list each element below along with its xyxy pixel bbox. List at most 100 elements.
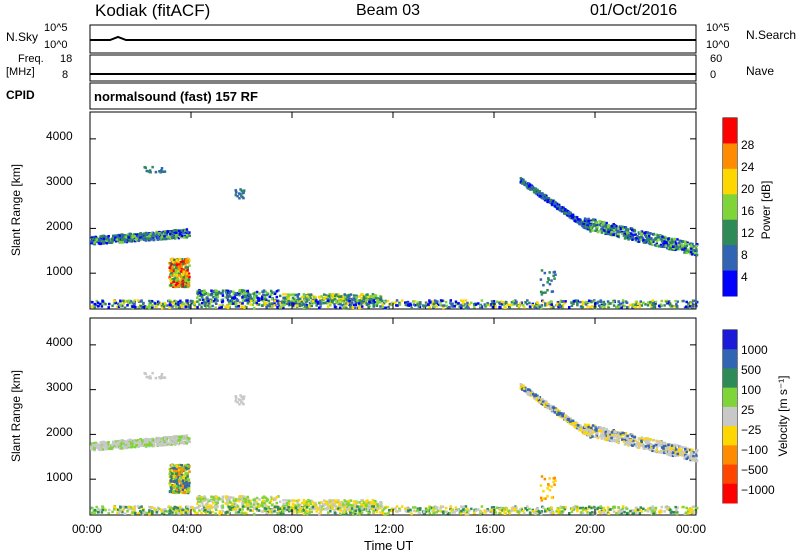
power-echo [220, 292, 224, 295]
power-echo [629, 303, 632, 307]
velocity-echo [201, 497, 205, 501]
power-echo [623, 304, 626, 308]
power-echo [602, 220, 606, 224]
power-echo [648, 240, 651, 244]
power-echo [255, 290, 259, 294]
power-echo [255, 299, 258, 303]
velocity-echo [621, 507, 625, 510]
power-echo [257, 303, 261, 306]
power-echo [319, 305, 322, 308]
velocity-echo [378, 503, 382, 507]
power-echo [649, 237, 653, 240]
power-echo [235, 297, 239, 301]
power-echo [171, 266, 174, 270]
power-echo [113, 299, 116, 302]
power-echo [337, 293, 340, 296]
power-echo [137, 306, 140, 309]
velocity-echo [550, 508, 553, 511]
velocity-echo [305, 502, 308, 505]
power-echo [367, 295, 370, 298]
power-echo [529, 185, 533, 189]
power-echo [649, 232, 652, 235]
power-echo [149, 171, 152, 174]
power-echo [201, 298, 205, 302]
power-echo [670, 304, 674, 308]
power-echo [599, 229, 602, 232]
power-echo [368, 300, 371, 304]
velocity-echo [322, 499, 326, 502]
power-echo [188, 231, 191, 234]
power-echo [594, 222, 597, 226]
velocity-echo [396, 510, 399, 513]
power-echo [218, 306, 221, 310]
power-echo [615, 228, 618, 232]
power-echo [149, 301, 152, 304]
velocity-echo [236, 498, 240, 501]
velocity-echo [346, 508, 350, 511]
power-echo [625, 306, 629, 309]
velocity-echo [270, 503, 274, 507]
power-echo [547, 277, 550, 280]
power-echo [182, 280, 186, 283]
velocity-echo [131, 439, 134, 443]
velocity-echo [128, 438, 132, 442]
power-echo [231, 297, 234, 300]
velocity-echo [550, 512, 553, 515]
velocity-echo [548, 507, 551, 510]
power-echo [326, 302, 329, 305]
velocity-echo [319, 511, 322, 514]
velocity-echo [174, 489, 178, 493]
velocity-echo [312, 503, 316, 506]
power-echo [596, 301, 599, 304]
power-echo [346, 302, 350, 305]
power-echo [203, 289, 206, 292]
power-echo [519, 177, 523, 180]
velocity-echo [181, 484, 185, 488]
velocity-echo [107, 508, 111, 512]
cpid-panel-frame [89, 82, 697, 110]
power-echo [461, 302, 465, 305]
power-echo [286, 302, 289, 306]
power-echo [217, 291, 220, 295]
power-echo [586, 224, 589, 227]
power-echo [556, 301, 560, 304]
power-echo [154, 170, 158, 174]
velocity-echo [105, 447, 108, 451]
velocity-echo [318, 501, 321, 505]
power-echo [203, 304, 207, 307]
velocity-echo [366, 499, 369, 502]
velocity-echo [137, 444, 141, 448]
power-echo [613, 299, 616, 303]
power-echo [506, 303, 509, 307]
power-echo [260, 297, 264, 300]
power-echo [187, 278, 191, 281]
power-echo [256, 297, 260, 300]
velocity-echo [419, 507, 422, 510]
power-echo [179, 260, 183, 264]
power-echo [90, 305, 94, 309]
velocity-echo [300, 506, 304, 510]
velocity-echo [249, 499, 252, 503]
power-echo [207, 293, 210, 297]
power-echo [695, 244, 698, 248]
velocity-echo [282, 499, 285, 502]
power-echo [653, 304, 656, 308]
power-echo [358, 306, 361, 310]
power-echo [625, 234, 628, 238]
power-echo [551, 200, 555, 203]
power-echo [178, 257, 182, 261]
velocity-echo [95, 444, 98, 447]
power-echo [690, 245, 693, 248]
velocity-echo [327, 504, 330, 507]
velocity-echo [499, 506, 503, 510]
power-echo [627, 305, 630, 309]
power-echo [587, 299, 591, 303]
velocity-echo [269, 499, 273, 503]
power-echo [178, 272, 181, 275]
power-echo [126, 234, 130, 238]
power-echo [319, 302, 322, 305]
velocity-echo [248, 504, 251, 508]
power-echo [227, 299, 231, 303]
velocity-echo [139, 442, 142, 445]
power-echo [483, 303, 487, 306]
